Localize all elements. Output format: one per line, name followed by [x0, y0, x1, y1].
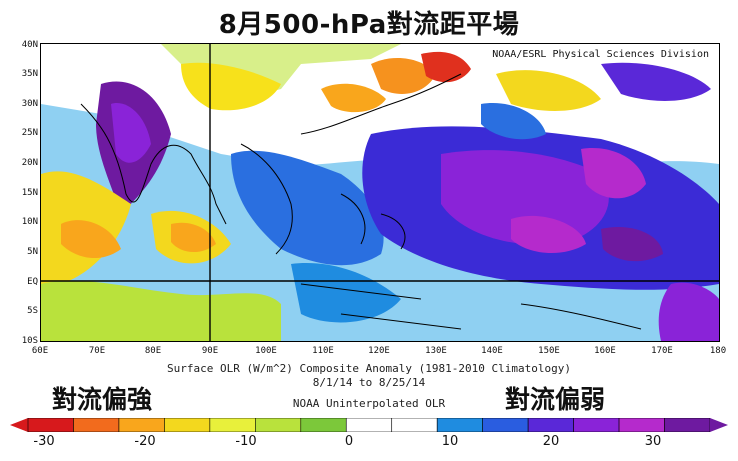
colorbar-cell — [300, 418, 347, 432]
lon-label: 130E — [425, 346, 447, 356]
lon-label: 70E — [88, 346, 106, 356]
colorbar-tick: 10 — [441, 434, 459, 449]
dry-anomaly-china — [321, 83, 386, 113]
map-canvas — [41, 44, 719, 341]
lat-label: EQ — [27, 277, 38, 287]
wet-anomaly-core-2 — [511, 215, 586, 254]
wet-anomaly-se-asia — [231, 150, 384, 266]
caption-line-3: NOAA Uninterpolated OLR — [292, 397, 446, 410]
colorbar-cell — [527, 418, 574, 432]
wet-anomaly-northeast — [601, 62, 711, 101]
lat-label: 5S — [27, 306, 38, 316]
lon-label: 170E — [651, 346, 673, 356]
lat-label: 20N — [21, 158, 38, 168]
colorbar-tick: 30 — [644, 434, 662, 449]
lat-label: 5N — [27, 247, 38, 257]
wet-anomaly-south-japan — [481, 103, 546, 140]
lon-label: 110E — [312, 346, 334, 356]
colorbar-cell — [664, 418, 711, 432]
colorbar-cell — [618, 418, 665, 432]
dry-anomaly-south — [41, 280, 281, 341]
colorbar-arrow-left — [10, 418, 28, 432]
colorbar-cell — [573, 418, 620, 432]
colorbar-cells — [27, 418, 711, 432]
lat-label: 30N — [21, 99, 38, 109]
lon-label: 140E — [481, 346, 503, 356]
lon-label: 60E — [31, 346, 49, 356]
credit-label: NOAA/ESRL Physical Sciences Division — [488, 48, 713, 61]
colorbar-tick: -20 — [134, 434, 156, 449]
colorbar-cell — [118, 418, 165, 432]
dry-anomaly-tibet — [181, 62, 281, 111]
colorbar-cell — [345, 418, 393, 432]
coastline — [80, 73, 642, 330]
colorbar-cell — [482, 418, 529, 432]
dry-anomaly-korea — [421, 51, 471, 83]
colorbar-arrow-right — [710, 418, 728, 432]
colorbar-cell — [209, 418, 256, 432]
wet-anomaly-core-3 — [601, 226, 663, 262]
dry-anomaly-arabian-core — [61, 220, 121, 259]
lon-label: 120E — [368, 346, 390, 356]
neutral-south-pacific — [421, 292, 601, 341]
lon-label: 150E — [538, 346, 560, 356]
colorbar-cell — [436, 418, 483, 432]
dry-anomaly-east-china — [371, 58, 436, 94]
wet-anomaly-core-1 — [581, 148, 646, 199]
colorbar-cell — [255, 418, 302, 432]
wet-anomaly-philippine-sea — [441, 150, 609, 245]
lon-label: 180 — [709, 346, 727, 356]
lon-label: 160E — [594, 346, 616, 356]
olr-anomaly-map: NOAA/ESRL Physical Sciences Division — [40, 43, 720, 342]
lat-label: 10S — [21, 336, 38, 346]
colorbar-cell — [164, 418, 211, 432]
colorbar — [10, 418, 728, 432]
dry-anomaly-pacific-north — [496, 70, 601, 111]
colorbar-tick: -30 — [33, 434, 55, 449]
wet-anomaly-indonesia — [291, 263, 401, 323]
colorbar-cell — [27, 418, 74, 432]
lon-label: 90E — [201, 346, 219, 356]
lat-label: 35N — [21, 69, 38, 79]
lat-label: 15N — [21, 188, 38, 198]
wet-anomaly-india-core — [111, 103, 151, 163]
colorbar-cell — [73, 418, 120, 432]
caption-line-2: 8/1/14 to 8/25/14 — [312, 376, 426, 389]
lon-label: 100E — [255, 346, 277, 356]
dry-anomaly-indian-core — [171, 222, 216, 253]
lat-label: 25N — [21, 128, 38, 138]
right-annotation: 對流偏弱 — [505, 385, 606, 414]
colorbar-tick: 20 — [542, 434, 560, 449]
lon-label: 80E — [144, 346, 162, 356]
caption-line-1: Surface OLR (W/m^2) Composite Anomaly (1… — [167, 362, 571, 375]
lat-label: 40N — [21, 40, 38, 50]
colorbar-tick: -10 — [235, 434, 257, 449]
colorbar-tick: 0 — [344, 434, 354, 449]
left-annotation: 對流偏強 — [52, 385, 153, 414]
colorbar-cell — [391, 418, 438, 432]
map-title: 8月500-hPa對流距平場 — [218, 10, 520, 40]
wet-anomaly-southeast — [658, 282, 719, 341]
lat-label: 10N — [21, 217, 38, 227]
